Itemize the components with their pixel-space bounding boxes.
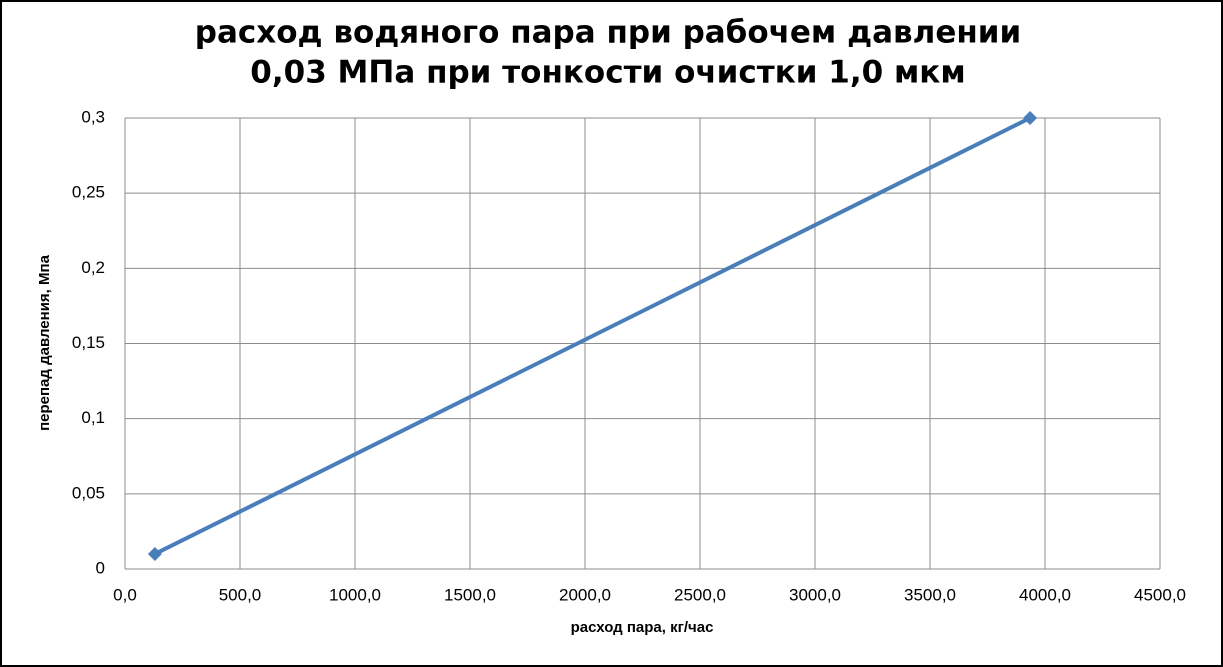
y-tick-label: 0,3	[81, 107, 105, 126]
x-tick-label: 3000,0	[789, 585, 841, 604]
y-tick-label: 0	[96, 558, 105, 577]
x-tick-label: 0,0	[113, 585, 137, 604]
chart-title: 0,03 МПа при тонкости очистки 1,0 мкм	[250, 55, 965, 91]
x-tick-label: 2500,0	[674, 585, 726, 604]
x-tick-label: 4500,0	[1134, 585, 1186, 604]
x-tick-label: 1500,0	[444, 585, 496, 604]
data-point	[147, 546, 162, 561]
x-tick-label: 1000,0	[329, 585, 381, 604]
x-tick-label: 500,0	[219, 585, 262, 604]
data-line	[154, 116, 1031, 556]
y-tick-label: 0,15	[72, 333, 105, 352]
y-tick-label: 0,1	[81, 408, 105, 427]
data-point	[1023, 111, 1038, 125]
x-tick-label: 2000,0	[559, 585, 611, 604]
y-tick-label: 0,25	[72, 183, 105, 202]
y-tick-label: 0,05	[72, 483, 105, 502]
y-axis-label: перепад давления, Мпа	[36, 254, 53, 430]
x-tick-label: 4000,0	[1019, 585, 1071, 604]
x-axis-label: расход пара, кг/час	[571, 619, 714, 636]
y-tick-label: 0,2	[81, 258, 105, 277]
chart-title: расход водяного пара при рабочем давлени…	[195, 15, 1021, 51]
x-tick-label: 3500,0	[904, 585, 956, 604]
